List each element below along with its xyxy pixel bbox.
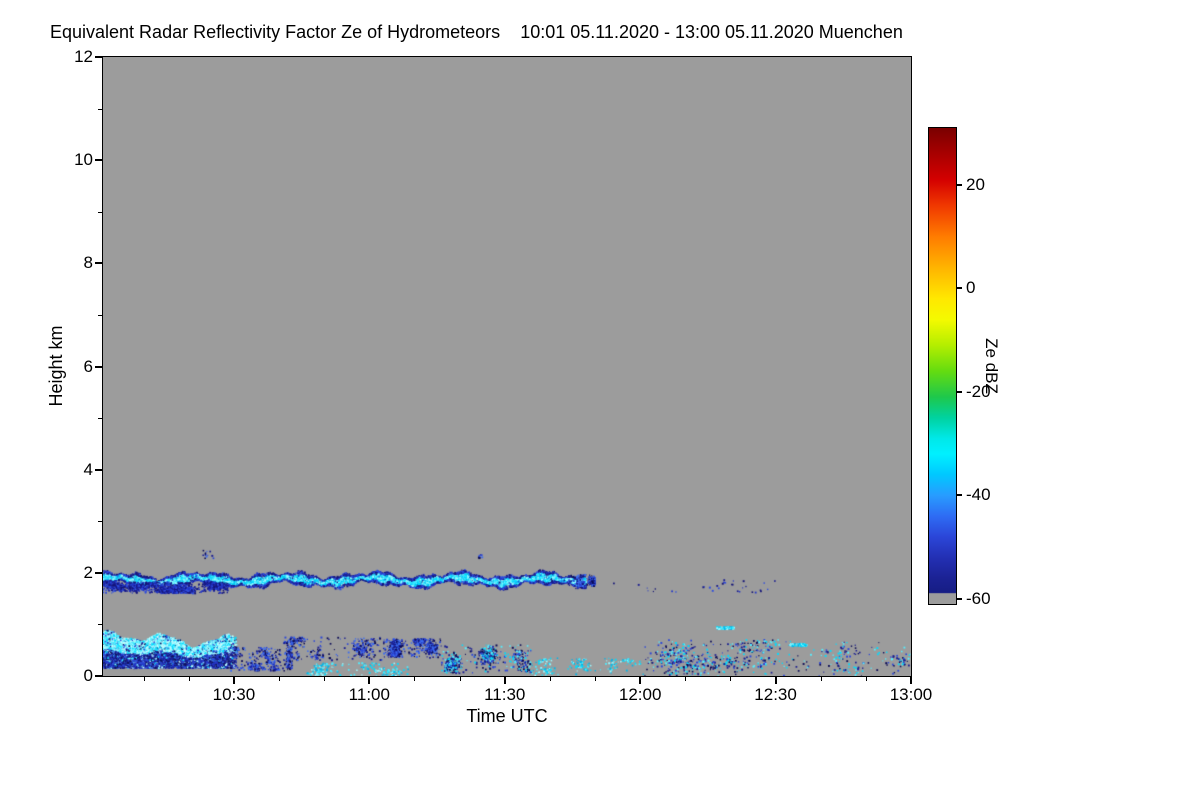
x-axis-label: Time UTC — [466, 706, 548, 726]
colorbar-tick-label: 0 — [966, 278, 976, 298]
y-minor-tick-mark — [98, 418, 102, 419]
colorbar-tick-mark — [957, 184, 962, 186]
x-tick-mark — [233, 677, 235, 684]
x-minor-tick-mark — [324, 677, 325, 681]
y-tick-label: 2 — [83, 562, 93, 582]
reflectivity-heatmap-canvas — [103, 57, 911, 676]
colorbar-tick-mark — [957, 287, 962, 289]
y-tick-mark — [95, 366, 102, 368]
x-minor-tick-mark — [144, 677, 145, 681]
colorbar-tick-label: -20 — [966, 381, 991, 401]
x-minor-tick-mark — [279, 677, 280, 681]
y-tick-label: 10 — [74, 150, 93, 170]
x-minor-tick-mark — [730, 677, 731, 681]
x-minor-tick-mark — [685, 677, 686, 681]
colorbar-gradient — [929, 128, 956, 604]
x-tick-mark — [910, 677, 912, 684]
figure-title-line: Equivalent Radar Reflectivity Factor Ze … — [50, 22, 903, 43]
x-minor-tick-mark — [866, 677, 867, 681]
y-minor-tick-mark — [98, 212, 102, 213]
chart-time-range: 10:01 05.11.2020 - 13:00 05.11.2020 Muen… — [520, 22, 903, 42]
x-tick-label: 11:30 — [484, 685, 526, 704]
colorbar-tick-label: 20 — [966, 174, 985, 194]
x-minor-tick-mark — [595, 677, 596, 681]
colorbar-tick-label: -40 — [966, 485, 991, 505]
x-tick-label: 11:00 — [348, 685, 390, 704]
y-tick-mark — [95, 56, 102, 58]
x-tick-mark — [368, 677, 370, 684]
y-tick-label: 12 — [74, 47, 93, 66]
x-tick-label: 12:00 — [618, 685, 662, 704]
y-tick-mark — [95, 572, 102, 574]
colorbar-tick-mark — [957, 391, 962, 393]
colorbar — [928, 127, 957, 605]
x-tick-mark — [775, 677, 777, 684]
y-minor-tick-mark — [98, 624, 102, 625]
x-minor-tick-mark — [821, 677, 822, 681]
chart-title: Equivalent Radar Reflectivity Factor Ze … — [50, 22, 501, 42]
y-tick-mark — [95, 469, 102, 471]
x-tick-mark — [639, 677, 641, 684]
y-minor-tick-mark — [98, 521, 102, 522]
colorbar-tick-mark — [957, 494, 962, 496]
colorbar-tick-mark — [957, 598, 962, 600]
x-minor-tick-mark — [460, 677, 461, 681]
y-tick-label: 0 — [83, 666, 93, 685]
y-tick-mark — [95, 262, 102, 264]
x-minor-tick-mark — [189, 677, 190, 681]
x-tick-label: 10:30 — [212, 685, 256, 704]
y-tick-mark — [95, 675, 102, 677]
plot-area — [102, 56, 912, 677]
y-tick-label: 6 — [83, 356, 93, 376]
y-minor-tick-mark — [98, 315, 102, 316]
y-tick-mark — [95, 159, 102, 161]
x-tick-label: 12:30 — [754, 685, 797, 704]
y-minor-tick-mark — [98, 109, 102, 110]
x-minor-tick-mark — [550, 677, 551, 681]
x-minor-tick-mark — [414, 677, 415, 681]
y-tick-label: 8 — [83, 253, 93, 273]
x-tick-label: 13:00 — [889, 685, 933, 704]
colorbar-tick-label: -60 — [966, 588, 991, 608]
y-tick-label: 4 — [83, 459, 93, 479]
x-tick-mark — [504, 677, 506, 684]
